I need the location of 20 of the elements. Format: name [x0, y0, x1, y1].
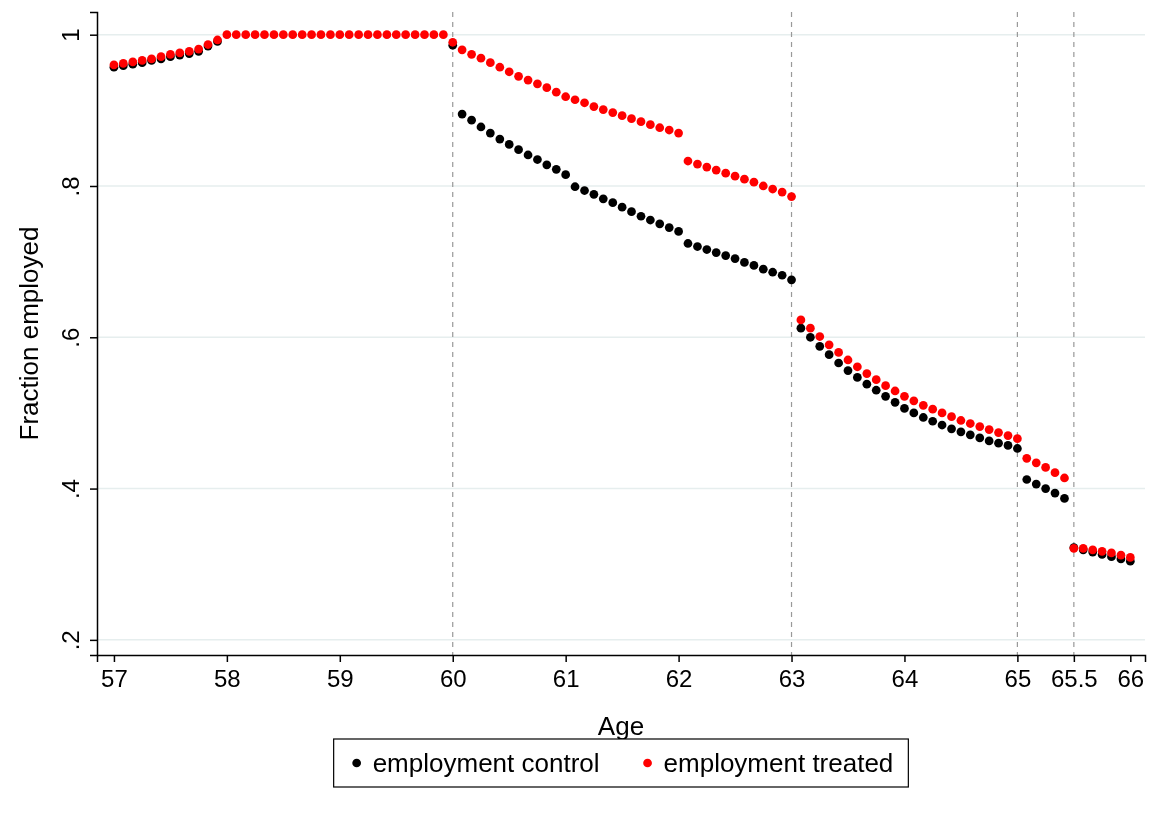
- x-tick-label: 60: [439, 664, 467, 692]
- x-axis-title: Age: [597, 711, 645, 741]
- x-tick-label: 66: [1117, 664, 1145, 692]
- x-tick-label: 57: [101, 664, 128, 692]
- y-tick-label: .4: [57, 479, 84, 500]
- x-tick-label: 59: [326, 664, 354, 692]
- x-tick-label: 61: [552, 664, 580, 692]
- x-tick-label: 63: [778, 664, 806, 692]
- x-tick-label: 65.5: [1050, 664, 1098, 692]
- x-tick-label: 65: [1004, 664, 1032, 692]
- x-tick-label: 64: [891, 664, 919, 692]
- y-tick-label: .8: [57, 176, 84, 197]
- y-tick-label: .2: [57, 630, 84, 651]
- x-tick-label: 62: [665, 664, 693, 692]
- legend-label: employment treated: [663, 748, 894, 779]
- y-tick-label: 1: [57, 28, 84, 42]
- x-tick-label: 58: [214, 664, 241, 692]
- y-tick-label: .6: [57, 327, 84, 348]
- y-axis-title: Fraction employed: [14, 226, 44, 441]
- legend-label: employment control: [372, 748, 600, 779]
